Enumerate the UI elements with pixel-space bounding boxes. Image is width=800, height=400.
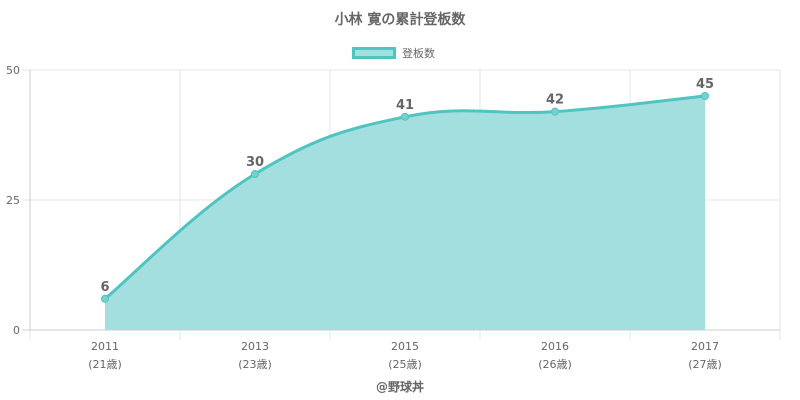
data-label: 30 [246,155,264,170]
series-layer [101,92,709,330]
x-axis: 2011 (21歳) 2013 (23歳) 2015 (25歳) 2016 (26歳) 2017… [22,329,780,371]
data-point [551,107,559,116]
legend-label: 登板数 [402,47,435,60]
chart-title: 小林 寛の累計登板数 [334,12,466,28]
data-label: 41 [396,98,414,113]
data-label: 45 [696,77,714,92]
data-point [251,170,259,178]
x-tick-sublabel: (25歳) [388,358,422,371]
y-tick-label: 25 [6,194,20,207]
data-labels: 6 30 41 42 45 [100,77,714,295]
legend[interactable]: 登板数 [352,45,435,61]
data-label: 42 [546,93,564,108]
x-tick-sublabel: (21歳) [88,358,122,371]
x-tick-label: 2015 [391,340,419,353]
data-point [401,112,409,121]
data-label: 6 [100,280,109,295]
data-point [101,294,109,303]
x-tick-sublabel: (26歳) [538,358,572,371]
data-point [701,92,709,100]
x-tick-label: 2017 [691,340,719,353]
y-tick-label: 0 [13,324,20,337]
credit-label: @野球丼 [375,380,424,394]
x-tick-sublabel: (27歳) [688,358,722,371]
x-tick-sublabel: (23歳) [238,358,272,371]
series-area-fill [105,96,705,330]
x-tick-label: 2013 [241,340,269,353]
x-tick-label: 2011 [91,340,119,353]
x-tick-label: 2016 [541,340,569,353]
legend-swatch [352,47,396,59]
y-tick-label: 50 [6,64,20,77]
y-axis: 0 25 50 [6,64,31,337]
